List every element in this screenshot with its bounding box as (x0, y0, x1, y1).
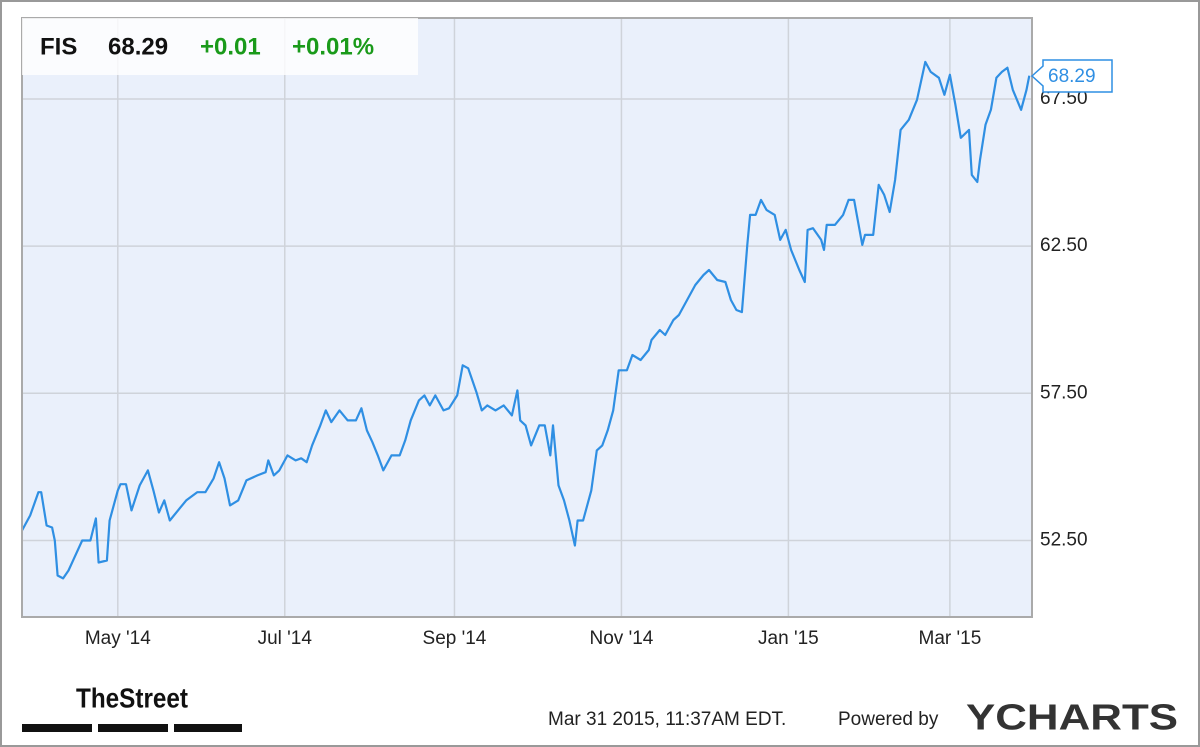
grid (22, 18, 1032, 617)
logo-bar (174, 724, 242, 732)
series (21, 60, 1031, 580)
publisher-logo: TheStreet (76, 682, 188, 713)
symbol: FIS (40, 33, 77, 60)
y-tick-label: 57.50 (1040, 382, 1088, 403)
header-box (22, 18, 418, 75)
y-tick-label: 52.50 (1040, 529, 1088, 550)
x-tick-label: Jan '15 (758, 628, 819, 649)
plot-area (22, 18, 1032, 617)
price: 68.29 (108, 33, 168, 60)
change: +0.01 (200, 33, 261, 60)
powered-by: Powered by (838, 709, 939, 730)
x-tick-label: Nov '14 (590, 628, 654, 649)
logo-bar (22, 724, 92, 732)
last-value-box (1030, 59, 1113, 93)
axis-labels: 52.50 57.50 62.50 67.50 May '14 Jul '14 Sep '1… (85, 88, 1088, 649)
price-line (21, 60, 1031, 580)
plot-border (21, 17, 1033, 618)
brand-logo: YCHARTS (966, 697, 1178, 738)
change-pct: +0.01% (292, 33, 374, 60)
y-tick-label: 62.50 (1040, 235, 1088, 256)
x-tick-label: May '14 (85, 628, 151, 649)
last-value-label: 68.29 (1048, 66, 1096, 87)
x-tick-label: Jul '14 (258, 628, 313, 649)
y-tick-label: 67.50 (1040, 88, 1088, 109)
x-tick-label: Mar '15 (919, 628, 982, 649)
timestamp: Mar 31 2015, 11:37AM EDT. (548, 709, 786, 730)
logo-bar (98, 724, 168, 732)
x-tick-label: Sep '14 (423, 628, 487, 649)
